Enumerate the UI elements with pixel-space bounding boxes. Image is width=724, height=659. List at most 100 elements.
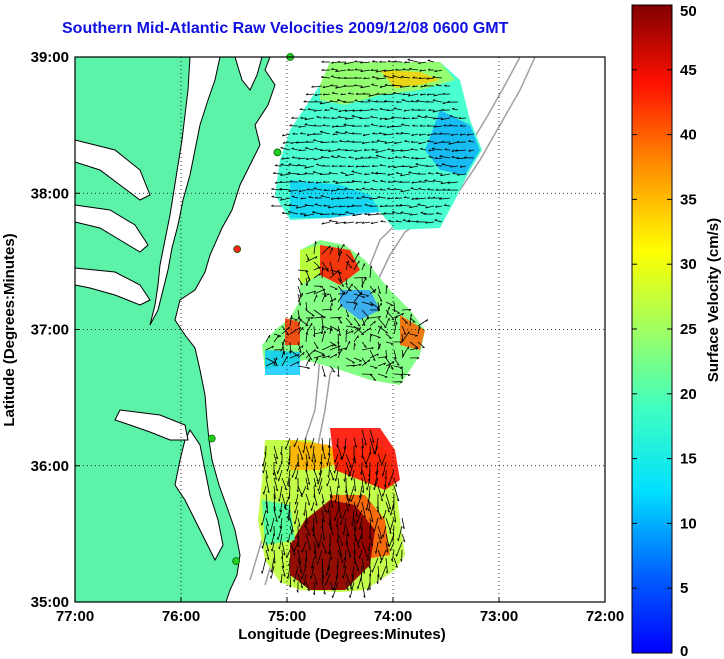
velocity-arrow <box>291 461 299 478</box>
velocity-arrow-head <box>420 211 424 214</box>
velocity-arrow <box>338 205 347 208</box>
velocity-arrow <box>271 541 275 552</box>
velocity-arrow <box>391 125 403 128</box>
velocity-arrow-head <box>415 335 418 337</box>
velocity-arrow <box>369 437 376 454</box>
velocity-arrow-head <box>289 180 293 183</box>
velocity-arrow-head <box>379 460 382 463</box>
velocity-arrow <box>313 354 326 359</box>
velocity-arrow <box>392 75 403 79</box>
velocity-arrow-head <box>346 508 349 512</box>
velocity-arrow-head <box>354 76 357 79</box>
velocity-arrow-head <box>330 505 334 508</box>
velocity-arrow-head <box>319 102 323 105</box>
velocity-arrow-head <box>427 172 431 174</box>
velocity-arrow-head <box>338 205 342 208</box>
velocity-arrow <box>383 75 395 79</box>
velocity-arrow-head <box>368 565 371 569</box>
velocity-arrow <box>321 221 331 225</box>
velocity-arrow <box>294 509 299 525</box>
velocity-arrow-head <box>351 124 355 127</box>
velocity-arrow-head <box>395 100 399 103</box>
velocity-arrow <box>337 155 347 159</box>
velocity-arrow <box>329 100 339 103</box>
velocity-arrow-head <box>331 478 335 481</box>
velocity-arrow-head <box>352 458 355 462</box>
velocity-arrow-head <box>322 266 324 270</box>
velocity-arrow-head <box>267 490 270 493</box>
velocity-arrow-head <box>291 315 293 318</box>
velocity-arrow-head <box>390 343 394 345</box>
velocity-arrow-head <box>441 140 444 143</box>
velocity-arrow-head <box>371 347 374 350</box>
velocity-arrow <box>361 501 366 518</box>
velocity-arrow-head <box>417 172 421 175</box>
velocity-arrow-head <box>351 114 355 117</box>
velocity-arrow <box>270 517 275 533</box>
velocity-arrow <box>321 267 329 271</box>
velocity-arrow-head <box>335 181 338 184</box>
velocity-arrow <box>393 357 400 366</box>
velocity-arrow <box>273 172 283 175</box>
velocity-arrow-head <box>307 533 311 536</box>
velocity-arrow-head <box>424 115 428 118</box>
velocity-arrow-head <box>310 576 312 579</box>
velocity-arrow-head <box>434 219 438 221</box>
velocity-arrow-head <box>291 195 295 197</box>
velocity-arrow <box>440 173 451 177</box>
velocity-arrow-head <box>304 172 307 175</box>
velocity-arrow-head <box>323 204 326 207</box>
velocity-arrow-head <box>330 189 334 192</box>
velocity-arrow-head <box>298 179 302 182</box>
velocity-arrow-head <box>355 188 359 190</box>
velocity-arrow-head <box>456 157 460 160</box>
velocity-arrow-head <box>383 74 387 77</box>
velocity-arrow <box>425 205 435 209</box>
velocity-arrow <box>393 557 398 568</box>
velocity-arrow-head <box>387 60 391 62</box>
velocity-arrow <box>313 316 326 319</box>
velocity-arrow <box>402 156 411 159</box>
velocity-arrow-head <box>435 83 439 86</box>
velocity-arrow-head <box>380 220 383 222</box>
velocity-arrow <box>417 319 428 327</box>
velocity-arrow-head <box>337 60 341 63</box>
velocity-arrow <box>351 171 363 175</box>
velocity-arrow <box>305 318 310 327</box>
velocity-arrow <box>377 533 382 544</box>
velocity-arrow-head <box>318 273 321 276</box>
velocity-arrow-head <box>447 100 450 103</box>
velocity-arrow-head <box>449 165 453 168</box>
velocity-arrow <box>451 156 459 159</box>
velocity-arrow <box>374 469 379 487</box>
velocity-arrow-head <box>330 84 333 87</box>
velocity-arrow <box>297 557 303 573</box>
velocity-arrow-head <box>299 350 302 354</box>
velocity-arrow-head <box>349 266 352 268</box>
velocity-arrow-head <box>387 148 390 150</box>
velocity-arrow-head <box>270 548 273 552</box>
velocity-arrow <box>332 581 339 598</box>
velocity-arrow-head <box>422 346 425 349</box>
velocity-arrow <box>389 517 395 531</box>
velocity-arrow <box>317 469 323 485</box>
velocity-arrow <box>377 317 387 328</box>
velocity-arrow-head <box>388 507 392 510</box>
velocity-arrow <box>387 157 395 160</box>
velocity-arrow-head <box>428 149 431 152</box>
velocity-arrow-head <box>291 116 294 119</box>
velocity-arrow-head <box>387 165 391 168</box>
velocity-arrow <box>298 180 307 183</box>
velocity-arrow-head <box>337 99 340 101</box>
velocity-arrow <box>288 485 291 500</box>
velocity-arrow-head <box>340 93 343 96</box>
velocity-arrow-head <box>391 149 394 152</box>
velocity-arrow <box>297 533 300 547</box>
velocity-arrow <box>337 541 343 557</box>
velocity-arrow-head <box>416 347 419 350</box>
velocity-arrow-head <box>391 211 395 213</box>
velocity-arrow <box>434 141 443 145</box>
velocity-arrow-head <box>344 490 347 494</box>
velocity-arrow-head <box>395 132 399 135</box>
velocity-arrow-head <box>324 330 326 334</box>
